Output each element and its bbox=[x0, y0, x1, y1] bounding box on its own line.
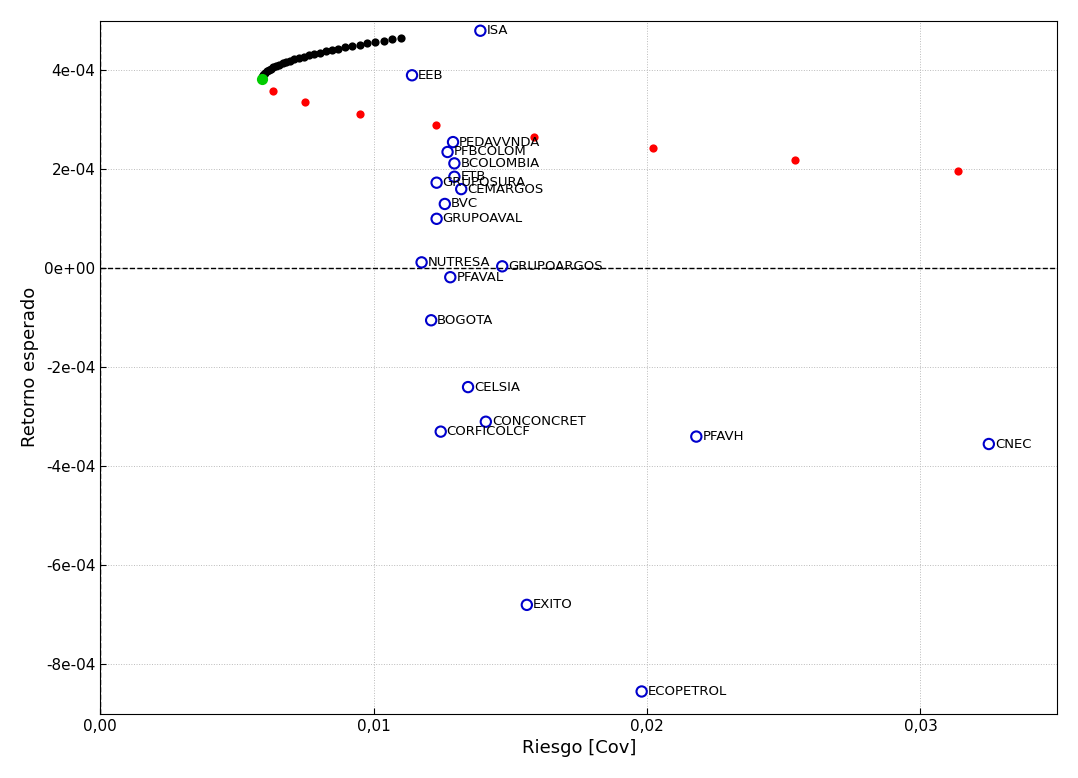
Point bbox=[459, 381, 476, 394]
Point bbox=[323, 44, 341, 56]
Text: GRUPOARGOS: GRUPOARGOS bbox=[508, 260, 603, 273]
Text: CEMARGOS: CEMARGOS bbox=[467, 183, 543, 195]
Point bbox=[300, 49, 317, 61]
Point bbox=[446, 170, 464, 183]
Point bbox=[392, 32, 410, 44]
Point bbox=[281, 54, 299, 67]
Text: CNEC: CNEC bbox=[995, 437, 1032, 450]
Text: CELSIA: CELSIA bbox=[474, 380, 520, 394]
Text: NUTRESA: NUTRESA bbox=[428, 256, 490, 269]
Point bbox=[446, 157, 464, 170]
Y-axis label: Retorno esperado: Retorno esperado bbox=[20, 287, 39, 447]
Text: ECOPETROL: ECOPETROL bbox=[648, 685, 727, 698]
Point bbox=[296, 96, 314, 108]
Point bbox=[271, 58, 288, 71]
Point bbox=[427, 119, 444, 131]
Point bbox=[980, 438, 997, 450]
Point bbox=[274, 57, 291, 69]
Point bbox=[254, 69, 272, 82]
Point bbox=[260, 64, 277, 76]
Point bbox=[413, 256, 430, 268]
Point bbox=[367, 36, 384, 48]
Point bbox=[423, 314, 440, 327]
Point bbox=[253, 72, 271, 84]
Point bbox=[428, 212, 445, 225]
Point bbox=[257, 66, 274, 79]
Point bbox=[330, 43, 347, 55]
Text: ETB: ETB bbox=[460, 170, 486, 184]
Point bbox=[375, 34, 392, 47]
Point bbox=[277, 56, 294, 68]
Text: EXITO: EXITO bbox=[533, 598, 572, 612]
Text: BOGOTA: BOGOTA bbox=[438, 314, 494, 327]
Point bbox=[295, 51, 313, 63]
Point bbox=[262, 62, 279, 75]
Point bbox=[267, 60, 285, 72]
Point bbox=[264, 85, 281, 97]
Text: GRUPOSURA: GRUPOSURA bbox=[443, 176, 526, 189]
Point bbox=[519, 598, 536, 611]
Point bbox=[255, 68, 273, 80]
Point bbox=[265, 61, 282, 74]
Point bbox=[403, 69, 420, 82]
Point bbox=[344, 40, 361, 52]
Point bbox=[444, 136, 461, 149]
Text: CORFICOLCF: CORFICOLCF bbox=[446, 425, 530, 438]
Point bbox=[950, 165, 967, 177]
X-axis label: Riesgo [Cov]: Riesgo [Cov] bbox=[522, 739, 636, 757]
Point bbox=[428, 177, 445, 189]
Point bbox=[453, 183, 470, 195]
Point bbox=[786, 153, 803, 166]
Text: EEB: EEB bbox=[418, 68, 444, 82]
Point bbox=[525, 131, 542, 143]
Point bbox=[259, 65, 276, 78]
Point bbox=[253, 73, 271, 86]
Point bbox=[633, 685, 650, 698]
Text: PFAVAL: PFAVAL bbox=[456, 271, 503, 284]
Point bbox=[478, 415, 495, 428]
Point bbox=[472, 25, 489, 37]
Point bbox=[290, 52, 307, 65]
Text: BCOLOMBIA: BCOLOMBIA bbox=[460, 157, 540, 170]
Point bbox=[317, 45, 334, 58]
Point bbox=[253, 70, 271, 82]
Point bbox=[437, 198, 454, 210]
Point bbox=[359, 37, 376, 50]
Text: PFBCOLOM: PFBCOLOM bbox=[454, 145, 526, 159]
Point bbox=[439, 145, 456, 158]
Text: CONCONCRET: CONCONCRET bbox=[492, 415, 585, 428]
Text: PFAVH: PFAVH bbox=[703, 430, 744, 443]
Point bbox=[442, 271, 459, 283]
Point bbox=[494, 260, 511, 272]
Point bbox=[351, 107, 369, 120]
Text: ISA: ISA bbox=[486, 24, 508, 37]
Point bbox=[336, 41, 354, 54]
Point bbox=[645, 142, 662, 154]
Point bbox=[351, 39, 369, 51]
Text: BVC: BVC bbox=[451, 198, 478, 211]
Point bbox=[384, 33, 401, 46]
Point bbox=[305, 47, 322, 60]
Point bbox=[688, 430, 705, 443]
Text: PEDAVVNDA: PEDAVVNDA bbox=[459, 135, 540, 149]
Point bbox=[432, 426, 450, 438]
Text: GRUPOAVAL: GRUPOAVAL bbox=[443, 212, 523, 226]
Point bbox=[286, 53, 303, 65]
Point bbox=[312, 47, 329, 59]
